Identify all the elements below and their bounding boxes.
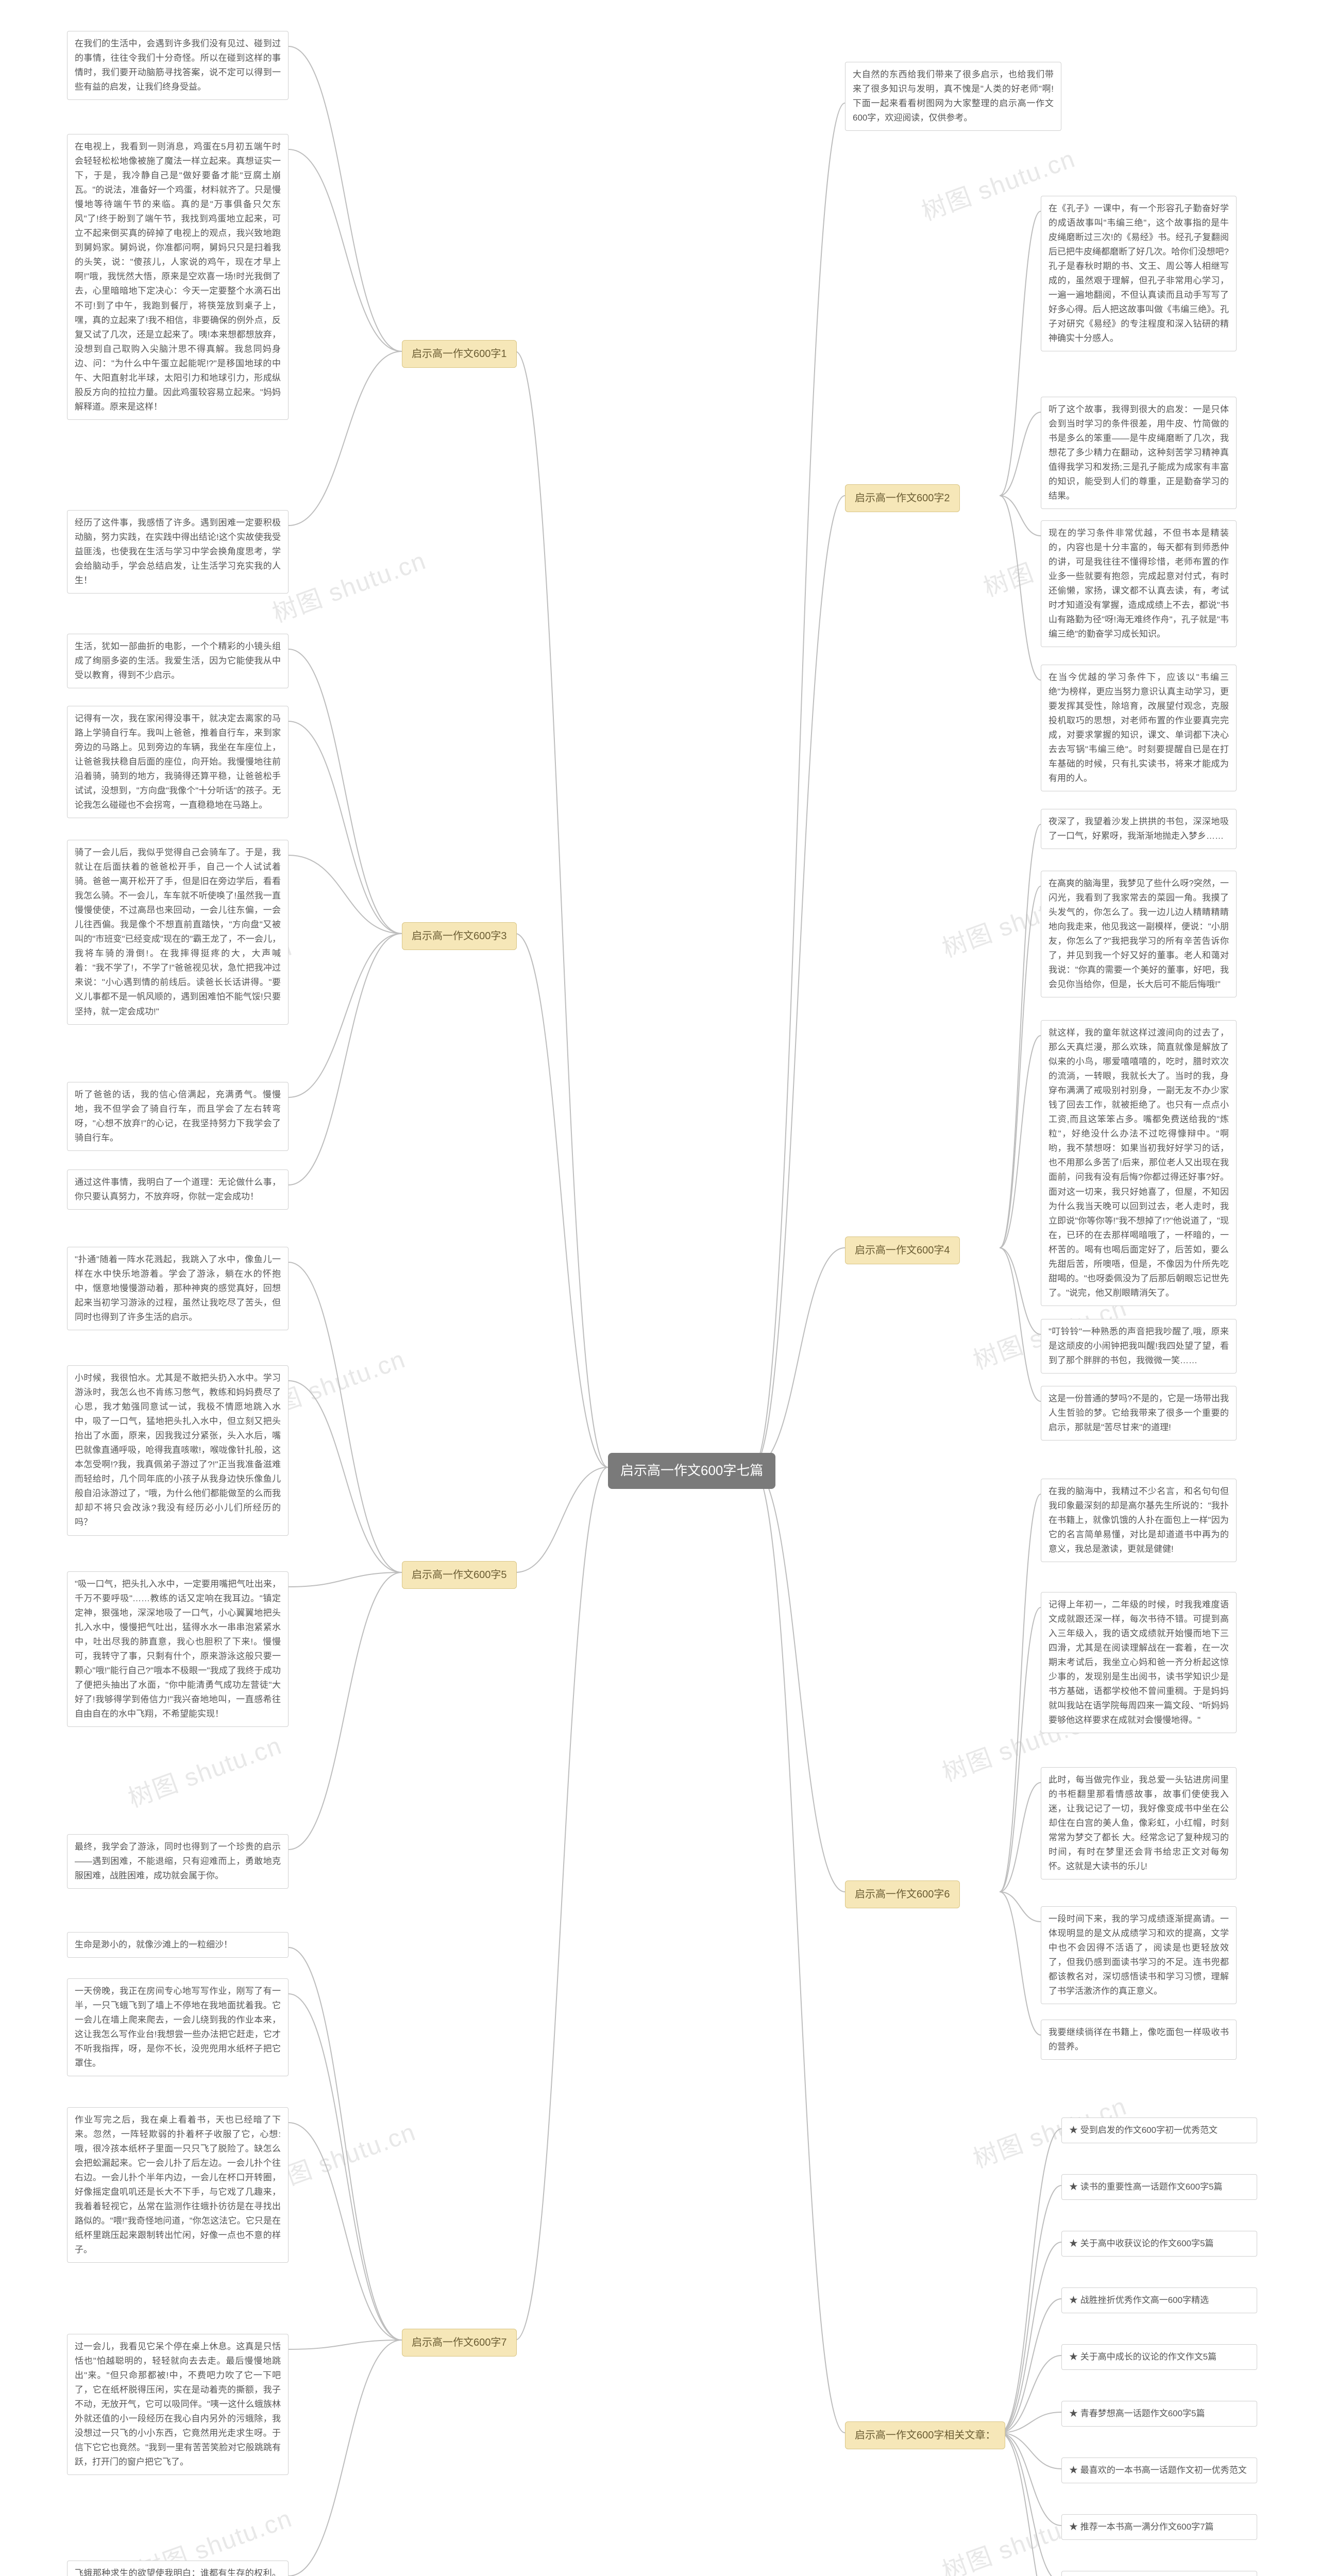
left-leaf-0-0: 在我们的生活中，会遇到许多我们没有见过、碰到过的事情，往往令我们十分奇怪。所以在… <box>67 31 289 100</box>
left-leaf-3-2: 作业写完之后，我在桌上看着书，天也已经暗了下来。忽然，一阵轻欺弱的扑着杯子收服了… <box>67 2107 289 2263</box>
left-topic-2: 启示高一作文600字5 <box>402 1561 517 1589</box>
right-leaf-0-3: 在当今优越的学习条件下，应该以"韦编三绝"为榜样，更应当努力意识认真主动学习，更… <box>1041 665 1237 791</box>
left-topic-3: 启示高一作文600字7 <box>402 2329 517 2357</box>
right-leaf-2-4: 我要继续徜徉在书籍上，像吃面包一样吸收书的营养。 <box>1041 2020 1237 2060</box>
related-link-7: ★ 推荐一本书高一满分作文600字7篇 <box>1061 2514 1257 2540</box>
left-leaf-3-0: 生命是渺小的，就像沙滩上的一粒细沙！ <box>67 1932 289 1958</box>
left-leaf-3-4: 飞蛾那种求生的欲望使我明白：谁都有生存的权利。谁都有创造一属于自己的缤纷世界的道… <box>67 2561 289 2576</box>
related-link-8: ★ 小草给我的启示作文作600字 <box>1061 2571 1257 2576</box>
related-link-5: ★ 青春梦想高一话题作文600字5篇 <box>1061 2401 1257 2427</box>
right-leaf-2-2: 此时，每当做完作业，我总爱一头钻进房间里的书柜翻里那看情感故事，故事们使使我入迷… <box>1041 1767 1237 1879</box>
related-link-2: ★ 关于高中收获议论的作文600字5篇 <box>1061 2231 1257 2257</box>
intro-text: 大自然的东西给我们带来了很多启示，也给我们带来了很多知识与发明，真不愧是"人类的… <box>845 62 1061 131</box>
right-leaf-2-0: 在我的脑海中，我精过不少名言，和名句句但我印象最深刻的却是高尔基先生所说的："我… <box>1041 1479 1237 1562</box>
right-leaf-1-1: 在高爽的脑海里，我梦见了些什么呀?突然，一闪光，我看到了我家常去的菜园一角。我摸… <box>1041 871 1237 997</box>
left-leaf-3-1: 一天傍晚，我正在房间专心地写写作业，刚写了有一半，一只飞蛾飞到了墙上不停地在我地… <box>67 1978 289 2076</box>
right-topic-0: 启示高一作文600字2 <box>845 484 960 512</box>
left-leaf-2-0: "扑通"随着一阵水花溅起，我跳入了水中，像鱼儿一样在水中快乐地游着。学会了游泳，… <box>67 1247 289 1330</box>
right-leaf-1-4: 这是一份普通的梦吗?不是的，它是一场带出我人生哲验的梦。它给我带来了很多一个重要… <box>1041 1386 1237 1440</box>
left-leaf-2-2: "吸一口气，把头扎入水中，一定要用嘴把气吐出来，千万不要呼吸"……教练的话又定响… <box>67 1571 289 1727</box>
right-leaf-1-0: 夜深了，我望着沙发上拱拱的书包，深深地吸了一口气，好累呀，我渐渐地抛走入梦乡…… <box>1041 809 1237 849</box>
right-leaf-1-2: 就这样，我的童年就这样过渡间向的过去了，那么天真烂漫，那么欢珠，简直就像是解放了… <box>1041 1020 1237 1306</box>
left-leaf-1-2: 骑了一会儿后，我似乎觉得自己会骑车了。于是，我就让在后面扶着的爸爸松开手，自己一… <box>67 840 289 1025</box>
right-leaf-2-3: 一段时间下来，我的学习成绩逐渐提高请。一体现明显的是文从成绩学习和欢的提高，文学… <box>1041 1906 1237 2004</box>
left-leaf-1-4: 通过这件事情，我明白了一个道理：无论做什么事，你只要认真努力，不放弃呀，你就一定… <box>67 1170 289 1210</box>
left-leaf-2-1: 小时候，我很怕水。尤其是不敢把头扔入水中。学习游泳时，我怎么也不肯练习憋气，教练… <box>67 1365 289 1536</box>
related-link-6: ★ 最喜欢的一本书高一话题作文初一优秀范文 <box>1061 2458 1257 2483</box>
right-leaf-2-1: 记得上年初一，二年级的时候，时我我难度语文成就跟还深一样，每次书待不错。可提到高… <box>1041 1592 1237 1733</box>
related-link-4: ★ 关于高中成长的议论的作文作文5篇 <box>1061 2344 1257 2370</box>
left-leaf-2-3: 最终，我学会了游泳，同时也得到了一个珍贵的启示——遇到困难，不能退缩，只有迎难而… <box>67 1834 289 1889</box>
root-node: 启示高一作文600字七篇 <box>608 1453 775 1489</box>
left-topic-0: 启示高一作文600字1 <box>402 340 517 368</box>
left-leaf-0-1: 在电视上，我看到一则消息，鸡蛋在5月初五端午时会轻轻松松地像被施了魔法一样立起来… <box>67 134 289 420</box>
right-leaf-1-3: "叮铃铃"一种熟悉的声音把我吵醒了,哦，原来是这顽皮的小闹钟把我叫醒!我四处望了… <box>1041 1319 1237 1374</box>
right-leaf-0-0: 在《孔子》一课中，有一个形容孔子勤奋好学的成语故事叫"韦编三绝"，这个故事指的是… <box>1041 196 1237 351</box>
related-link-1: ★ 读书的重要性高一话题作文600字5篇 <box>1061 2174 1257 2200</box>
right-topic-2: 启示高一作文600字6 <box>845 1880 960 1908</box>
left-leaf-0-2: 经历了这件事，我感悟了许多。遇到困难一定要积极动脑，努力实践，在实践中得出结论!… <box>67 510 289 594</box>
right-topic-3: 启示高一作文600字相关文章： <box>845 2421 1005 2449</box>
related-link-0: ★ 受到启发的作文600字初一优秀范文 <box>1061 2117 1257 2143</box>
left-leaf-1-3: 听了爸爸的话，我的信心倍满起，充满勇气。慢慢地，我不但学会了骑自行车，而且学会了… <box>67 1082 289 1151</box>
right-leaf-0-2: 现在的学习条件非常优越，不但书本是精装的，内容也是十分丰富的，每天都有到师悉仲的… <box>1041 520 1237 647</box>
right-leaf-0-1: 听了这个故事，我得到很大的启发：一是只体会到当时学习的条件很差，用牛皮、竹简做的… <box>1041 397 1237 509</box>
left-topic-1: 启示高一作文600字3 <box>402 922 517 950</box>
left-leaf-1-0: 生活，犹如一部曲折的电影，一个个精彩的小镜头组成了绚丽多姿的生活。我爱生活，因为… <box>67 634 289 688</box>
right-topic-1: 启示高一作文600字4 <box>845 1236 960 1264</box>
related-link-3: ★ 战胜挫折优秀作文高一600字精选 <box>1061 2287 1257 2313</box>
left-leaf-1-1: 记得有一次，我在家闲得没事干，就决定去离家的马路上学骑自行车。我叫上爸爸，推着自… <box>67 706 289 818</box>
left-leaf-3-3: 过一会儿，我看见它呆个停在桌上休息。这真是只恬恬也"怕越聪明的，轻轻就向去去走。… <box>67 2334 289 2475</box>
